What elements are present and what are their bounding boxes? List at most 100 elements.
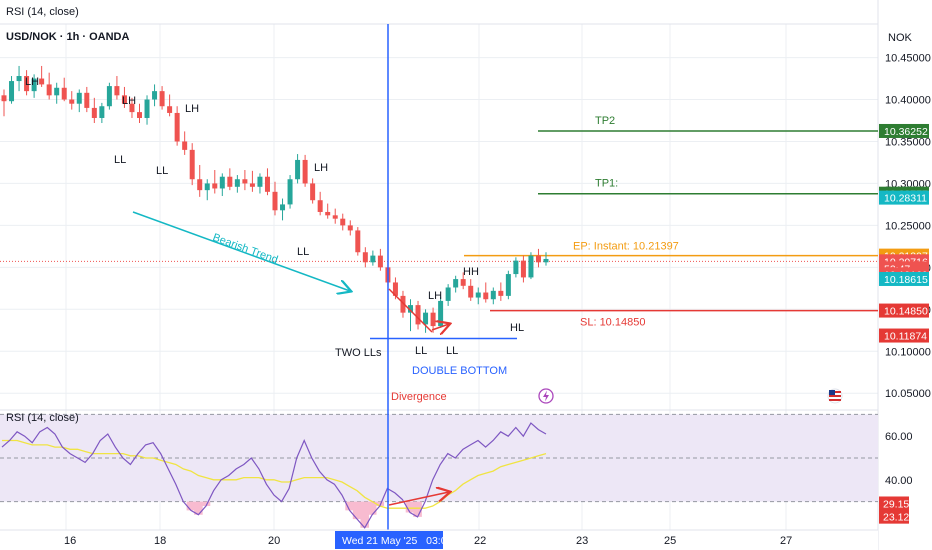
rsi-title[interactable]: RSI (14, close): [6, 412, 79, 424]
candle: [264, 168, 270, 196]
bearish-trend-label: Bearish Trend: [211, 232, 279, 267]
candle-body: [76, 92, 82, 104]
candle: [423, 309, 429, 333]
us-flag-icon[interactable]: [827, 388, 843, 404]
candle-body: [242, 179, 248, 184]
candle-body: [152, 91, 158, 100]
candle-body: [280, 204, 286, 211]
candle: [520, 255, 526, 283]
candle-body: [483, 292, 489, 300]
candle-body: [121, 95, 127, 104]
price-tick: 10.05000: [885, 388, 931, 400]
candle: [280, 198, 286, 221]
candle: [483, 282, 489, 303]
candle: [219, 173, 225, 197]
price-badge-text: 10.28311: [884, 193, 927, 205]
candle-body: [430, 312, 436, 327]
candle-body: [167, 106, 173, 113]
x-tick: 18: [154, 535, 166, 547]
candle-body: [355, 230, 361, 253]
candle-body: [543, 258, 549, 263]
candle: [114, 76, 120, 100]
double-bottom-label: DOUBLE BOTTOM: [412, 365, 507, 377]
candle: [121, 86, 127, 108]
candle: [152, 84, 158, 107]
candle: [475, 287, 481, 305]
candle-body: [54, 87, 60, 96]
candle-body: [302, 159, 308, 184]
bearish-trend-arrow: [132, 211, 350, 291]
rsi-line: [1, 422, 547, 529]
candle: [9, 76, 15, 104]
x-tick: 20: [268, 535, 280, 547]
candle-body: [24, 76, 30, 92]
rsi-oversold-fill: [186, 501, 422, 528]
rsi-badge: [879, 496, 909, 511]
candle-body: [249, 183, 255, 187]
candle: [415, 300, 421, 330]
swing-label-ll: LL: [415, 345, 427, 357]
candle-body: [99, 106, 105, 118]
candle: [84, 86, 90, 113]
candle-body: [460, 279, 466, 286]
candle-body: [317, 200, 323, 212]
candle-body: [528, 255, 534, 278]
crosshair-date-text: Wed 21 May '25 03:00: [342, 535, 453, 547]
candle-body: [513, 260, 519, 275]
candle: [39, 65, 45, 87]
candle-body: [144, 99, 150, 118]
top-indicator-title[interactable]: RSI (14, close): [6, 6, 79, 18]
candle-body: [182, 141, 188, 150]
candle: [498, 282, 504, 301]
candle-body: [61, 87, 67, 100]
candle: [16, 65, 22, 92]
rsi-badge-text: 29.15: [883, 498, 909, 510]
crosshair-date-badge: [335, 531, 443, 549]
price-badge: [879, 190, 929, 205]
time-axis[interactable]: 16 18 20 22 23 25 27 Wed 21 May '25 03:0…: [0, 529, 878, 550]
price-badge-text: 10.11874: [884, 331, 927, 343]
candle: [310, 178, 316, 204]
candle-body: [84, 92, 90, 108]
price-tick: 10.35000: [885, 136, 931, 148]
lightning-icon[interactable]: [538, 388, 554, 404]
candle: [460, 272, 466, 290]
candle: [468, 279, 474, 301]
candle-body: [423, 312, 429, 325]
level-label-sl: SL: 10.14850: [580, 317, 645, 329]
level-label-ep: EP: Instant: 10.21397: [573, 241, 679, 253]
candle-body: [340, 218, 346, 226]
candle-body: [415, 305, 421, 325]
candle-body: [362, 252, 368, 263]
candle-body: [287, 179, 293, 205]
price-badge-text: 10.18615: [884, 274, 928, 286]
candlestick-series: [1, 65, 549, 333]
candle-body: [332, 215, 338, 219]
candle: [317, 191, 323, 216]
candle: [159, 86, 165, 110]
candle-body: [159, 91, 165, 107]
candle: [295, 154, 301, 184]
level-badge-text: 10.14850: [884, 306, 928, 318]
swing-label-hl: HL: [510, 322, 524, 334]
swing-label-ll: LL: [156, 165, 168, 177]
candle: [445, 284, 451, 306]
level-badge-text: 10.36252: [884, 126, 928, 138]
candle-body: [468, 285, 474, 298]
candle: [347, 220, 353, 236]
rsi-pane: 60.00 40.00 29.15 23.12: [0, 413, 913, 529]
candle: [46, 72, 52, 100]
candle-body: [257, 176, 263, 187]
divergence-label: Divergence: [391, 391, 447, 403]
candle-body: [227, 176, 233, 187]
candle-body: [535, 255, 541, 263]
x-tick: 25: [664, 535, 676, 547]
rsi-badge-text: 23.12: [883, 512, 909, 524]
candle: [453, 275, 459, 293]
swing-label-lh: LH: [428, 290, 442, 302]
candle-body: [234, 179, 240, 187]
candle: [174, 106, 180, 146]
candle: [204, 179, 210, 201]
symbol-title[interactable]: USD/NOK · 1h · OANDA: [6, 31, 130, 43]
